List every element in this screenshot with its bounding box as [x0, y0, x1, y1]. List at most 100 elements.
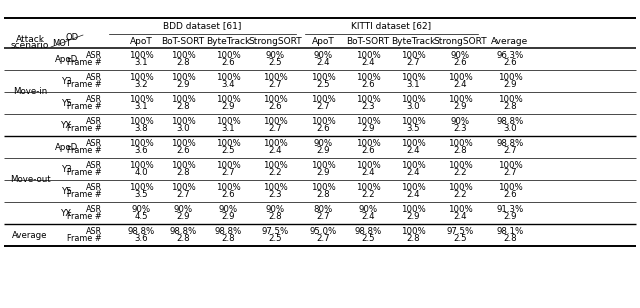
Text: Average: Average	[12, 230, 48, 240]
Text: Attack: Attack	[15, 35, 45, 44]
Text: 3.5: 3.5	[406, 124, 420, 133]
Text: 100%: 100%	[129, 183, 154, 192]
Text: ASR: ASR	[86, 95, 102, 104]
Text: 2.6: 2.6	[268, 102, 282, 111]
Text: 2.9: 2.9	[503, 80, 516, 89]
Text: 98.8%: 98.8%	[497, 139, 524, 148]
Text: Move-out: Move-out	[10, 176, 51, 184]
Text: 3.6: 3.6	[134, 146, 148, 155]
Text: 90%: 90%	[451, 117, 470, 126]
Text: 3.1: 3.1	[221, 124, 235, 133]
Text: 2.4: 2.4	[268, 146, 282, 155]
Text: Frame #: Frame #	[67, 168, 102, 177]
Text: 100%: 100%	[216, 117, 241, 126]
Text: 98.8%: 98.8%	[170, 227, 196, 236]
Text: 2.5: 2.5	[268, 58, 282, 67]
Text: 2.6: 2.6	[361, 146, 375, 155]
Text: 100%: 100%	[447, 183, 472, 192]
Text: 2.9: 2.9	[221, 102, 235, 111]
Text: ASR: ASR	[86, 227, 102, 236]
Text: 2.7: 2.7	[176, 190, 190, 199]
Text: 2.2: 2.2	[268, 168, 282, 177]
Text: 100%: 100%	[129, 161, 154, 170]
Text: 2.8: 2.8	[176, 58, 190, 67]
Text: 100%: 100%	[498, 161, 522, 170]
Text: 98.8%: 98.8%	[127, 227, 155, 236]
Text: 3.5: 3.5	[134, 190, 148, 199]
Text: 2.7: 2.7	[221, 168, 235, 177]
Text: 2.4: 2.4	[453, 212, 467, 221]
Text: ByteTrack: ByteTrack	[391, 37, 435, 46]
Text: Frame #: Frame #	[67, 190, 102, 199]
Text: ASR: ASR	[86, 73, 102, 82]
Text: 2.2: 2.2	[453, 168, 467, 177]
Text: 2.8: 2.8	[503, 102, 517, 111]
Text: 100%: 100%	[129, 139, 154, 148]
Text: 2.5: 2.5	[453, 234, 467, 243]
Text: 100%: 100%	[216, 95, 241, 104]
Text: 2.6: 2.6	[361, 80, 375, 89]
Text: 2.9: 2.9	[316, 146, 330, 155]
Text: 2.6: 2.6	[503, 58, 517, 67]
Text: 2.7: 2.7	[503, 146, 517, 155]
Text: 96.3%: 96.3%	[497, 51, 524, 60]
Text: Frame #: Frame #	[67, 146, 102, 155]
Text: 97.5%: 97.5%	[261, 227, 289, 236]
Text: 100%: 100%	[216, 139, 241, 148]
Text: 100%: 100%	[216, 161, 241, 170]
Text: 98.8%: 98.8%	[355, 227, 381, 236]
Text: 100%: 100%	[401, 227, 426, 236]
Text: 2.8: 2.8	[176, 102, 190, 111]
Text: 100%: 100%	[401, 161, 426, 170]
Text: 2.6: 2.6	[221, 58, 235, 67]
Text: 100%: 100%	[310, 161, 335, 170]
Text: 100%: 100%	[262, 117, 287, 126]
Text: 100%: 100%	[401, 51, 426, 60]
Text: 100%: 100%	[356, 161, 380, 170]
Text: 2.8: 2.8	[176, 168, 190, 177]
Text: 100%: 100%	[498, 73, 522, 82]
Text: 2.4: 2.4	[361, 168, 375, 177]
Text: 2.6: 2.6	[503, 190, 517, 199]
Text: 2.9: 2.9	[176, 80, 189, 89]
Text: 80%: 80%	[314, 205, 333, 214]
Text: 2.9: 2.9	[453, 102, 467, 111]
Text: 2.3: 2.3	[361, 102, 375, 111]
Text: 100%: 100%	[262, 139, 287, 148]
Text: 2.8: 2.8	[453, 146, 467, 155]
Text: 91.3%: 91.3%	[497, 205, 524, 214]
Text: ByteTrack: ByteTrack	[206, 37, 250, 46]
Text: 90%: 90%	[266, 205, 285, 214]
Text: Frame #: Frame #	[67, 102, 102, 111]
Text: 4.5: 4.5	[134, 212, 148, 221]
Text: 3.1: 3.1	[406, 80, 420, 89]
Text: 3.0: 3.0	[176, 124, 190, 133]
Text: OD: OD	[65, 34, 79, 43]
Text: 90%: 90%	[314, 51, 333, 60]
Text: 90%: 90%	[451, 51, 470, 60]
Text: YX: YX	[61, 209, 72, 217]
Text: 2.8: 2.8	[221, 234, 235, 243]
Text: 2.9: 2.9	[316, 168, 330, 177]
Text: Y5: Y5	[61, 187, 72, 196]
Text: 100%: 100%	[262, 161, 287, 170]
Text: 2.9: 2.9	[221, 212, 235, 221]
Text: KITTI dataset [62]: KITTI dataset [62]	[351, 22, 431, 30]
Text: 2.3: 2.3	[453, 124, 467, 133]
Text: Frame #: Frame #	[67, 212, 102, 221]
Text: 100%: 100%	[401, 95, 426, 104]
Text: 2.7: 2.7	[316, 234, 330, 243]
Text: 2.6: 2.6	[221, 190, 235, 199]
Text: 100%: 100%	[447, 161, 472, 170]
Text: 90%: 90%	[131, 205, 150, 214]
Text: 100%: 100%	[498, 183, 522, 192]
Text: ApoD: ApoD	[56, 143, 79, 152]
Text: 100%: 100%	[216, 51, 241, 60]
Text: MOT: MOT	[52, 39, 72, 48]
Text: 100%: 100%	[129, 51, 154, 60]
Text: 95.0%: 95.0%	[309, 227, 337, 236]
Text: 2.6: 2.6	[176, 146, 190, 155]
Text: 4.0: 4.0	[134, 168, 148, 177]
Text: 98.8%: 98.8%	[497, 117, 524, 126]
Text: 100%: 100%	[356, 117, 380, 126]
